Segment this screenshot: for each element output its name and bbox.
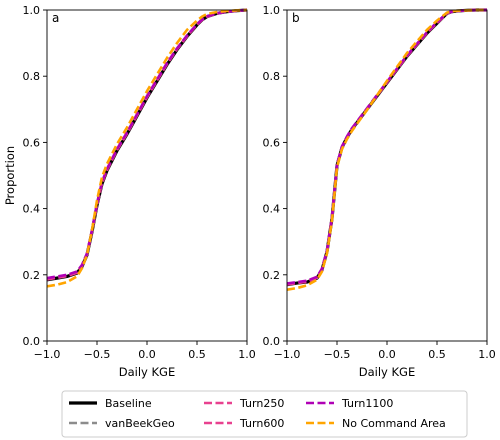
series-line-turn600 <box>287 8 487 286</box>
y-tick-label: 0.2 <box>23 269 41 282</box>
legend-label: Turn600 <box>239 417 284 430</box>
panel-b: −1.0 −0.5 0.0 0.5 1.0 0.0 0.2 0.4 0.6 0.8 1.0 b Dail… <box>263 4 496 379</box>
x-tick-label: 0.5 <box>188 348 206 361</box>
panels: −1.0 −0.5 0.0 0.5 1.0 0.0 0.2 0.4 0.6 0.8 1.0 a Dail… <box>3 4 496 379</box>
series-line-no-command-area <box>47 8 247 288</box>
y-tick-label: 0.8 <box>263 70 281 83</box>
y-axis-label: Proportion <box>3 146 17 205</box>
series-line-no-command-area <box>287 8 487 291</box>
legend: Baseline vanBeekGeo Turn250 Turn600 Turn1100… <box>61 390 468 438</box>
y-tick-label: 1.0 <box>263 4 281 17</box>
series-line-turn600 <box>47 8 247 281</box>
legend-box <box>61 390 468 438</box>
series-line-baseline <box>47 8 247 282</box>
series-line-vanbeekgeo <box>47 8 247 281</box>
x-tick-label: −0.5 <box>84 348 111 361</box>
legend-label: Turn1100 <box>341 397 393 410</box>
y-tick-label: 0.0 <box>263 335 281 348</box>
series-group <box>47 8 247 288</box>
y-tick-label: 0.8 <box>23 70 41 83</box>
y-tick-label: 1.0 <box>23 4 41 17</box>
y-tick-label: 0.6 <box>263 136 281 149</box>
legend-label: Turn250 <box>239 397 284 410</box>
x-tick-label: 0.0 <box>138 348 156 361</box>
plot-frame <box>286 9 488 342</box>
y-tick-label: 0.6 <box>23 136 41 149</box>
legend-label: Baseline <box>105 397 152 410</box>
series-line-vanbeekgeo <box>287 8 487 286</box>
plot-frame <box>46 9 248 342</box>
y-tick-label: 0.0 <box>23 335 41 348</box>
x-tick-label: 0.0 <box>378 348 396 361</box>
x-axis-label: Daily KGE <box>359 365 415 379</box>
series-line-turn1100 <box>287 8 487 285</box>
y-tick-label: 0.2 <box>263 269 281 282</box>
x-axis-label: Daily KGE <box>119 365 175 379</box>
series-line-baseline <box>287 8 487 287</box>
legend-label: vanBeekGeo <box>105 417 175 430</box>
x-tick-label: 1.0 <box>238 348 256 361</box>
panel-label: b <box>292 11 300 25</box>
series-line-turn250 <box>47 8 247 281</box>
x-tick-label: −1.0 <box>34 348 61 361</box>
x-tick-label: 1.0 <box>478 348 496 361</box>
y-tick-label: 0.4 <box>263 203 281 216</box>
y-tick-label: 0.4 <box>23 203 41 216</box>
panel-label: a <box>52 11 59 25</box>
panel-a: −1.0 −0.5 0.0 0.5 1.0 0.0 0.2 0.4 0.6 0.8 1.0 a Dail… <box>3 4 256 379</box>
x-tick-label: 0.5 <box>428 348 446 361</box>
x-tick-label: −1.0 <box>274 348 301 361</box>
legend-label: No Command Area <box>342 417 446 430</box>
x-tick-label: −0.5 <box>324 348 351 361</box>
series-line-turn1100 <box>47 8 247 280</box>
series-group <box>287 8 487 291</box>
series-line-turn250 <box>287 8 487 286</box>
